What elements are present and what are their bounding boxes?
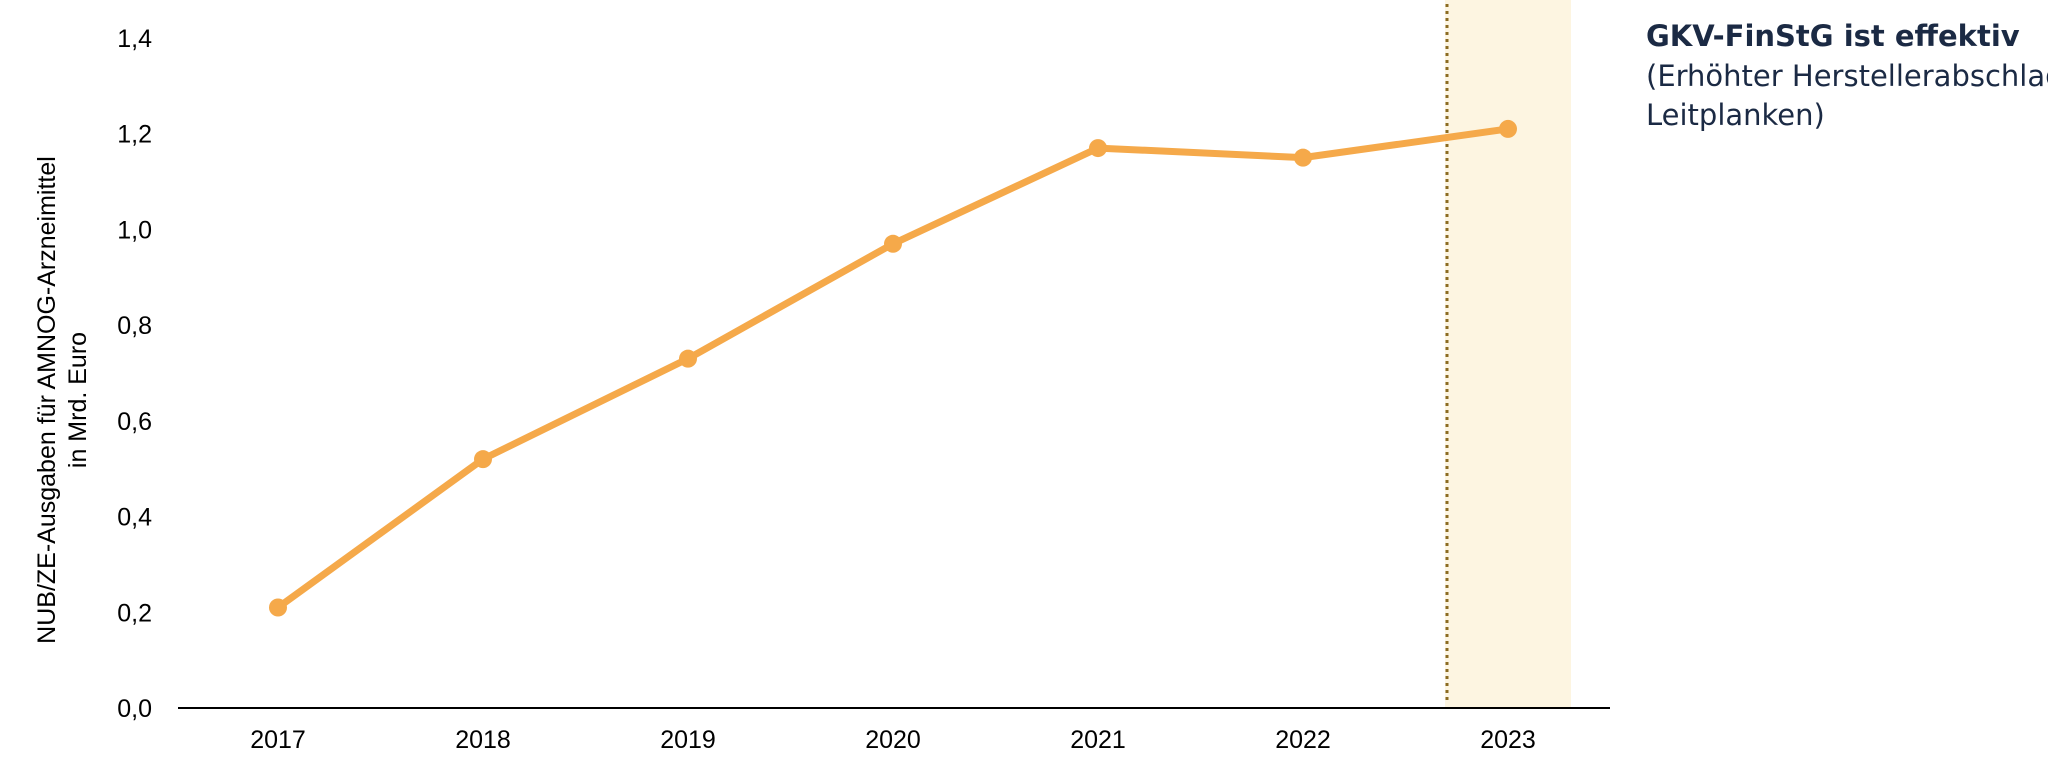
- annotation-line-2: Leitplanken): [1646, 98, 1825, 132]
- y-tick-label: 0,2: [117, 599, 152, 627]
- x-tick-label: 2018: [455, 726, 511, 754]
- annotation-line-1: (Erhöhter Herstellerabschlag,: [1646, 59, 2048, 93]
- x-tick-label: 2023: [1480, 726, 1536, 754]
- y-tick-label: 0,4: [117, 504, 152, 532]
- annotation-title: GKV-FinStG ist effektiv: [1646, 19, 2020, 53]
- y-axis-title: NUB/ZE-Ausgaben für AMNOG-Arzneimittel: [33, 156, 61, 644]
- data-point: [1089, 139, 1107, 158]
- data-point: [884, 234, 902, 253]
- y-tick-label: 1,2: [117, 121, 152, 149]
- x-tick-label: 2022: [1275, 726, 1331, 754]
- data-point: [474, 450, 492, 469]
- y-tick-label: 1,4: [117, 25, 152, 53]
- x-tick-label: 2021: [1070, 726, 1126, 754]
- y-axis-title-line-2: in Mrd. Euro: [64, 332, 92, 468]
- x-tick-label: 2019: [660, 726, 716, 754]
- data-point: [679, 349, 697, 368]
- data-point: [269, 598, 287, 617]
- y-tick-labels: 0,0 0,2 0,4 0,6 0,8 1,0 1,2 1,4: [117, 25, 152, 723]
- x-tick-labels: 2017 2018 2019 2020 2021 2022 2023: [250, 726, 1536, 754]
- y-tick-label: 0,6: [117, 408, 152, 436]
- highlight-band-2023: [1445, 0, 1571, 708]
- x-tick-label: 2017: [250, 726, 306, 754]
- data-point: [1294, 148, 1312, 167]
- y-tick-label: 0,0: [117, 695, 152, 723]
- x-tick-label: 2020: [865, 726, 921, 754]
- y-tick-label: 1,0: [117, 216, 152, 244]
- series-points: [269, 119, 1517, 617]
- data-point: [1499, 119, 1517, 138]
- y-tick-label: 0,8: [117, 312, 152, 340]
- series-line: [274, 125, 1512, 611]
